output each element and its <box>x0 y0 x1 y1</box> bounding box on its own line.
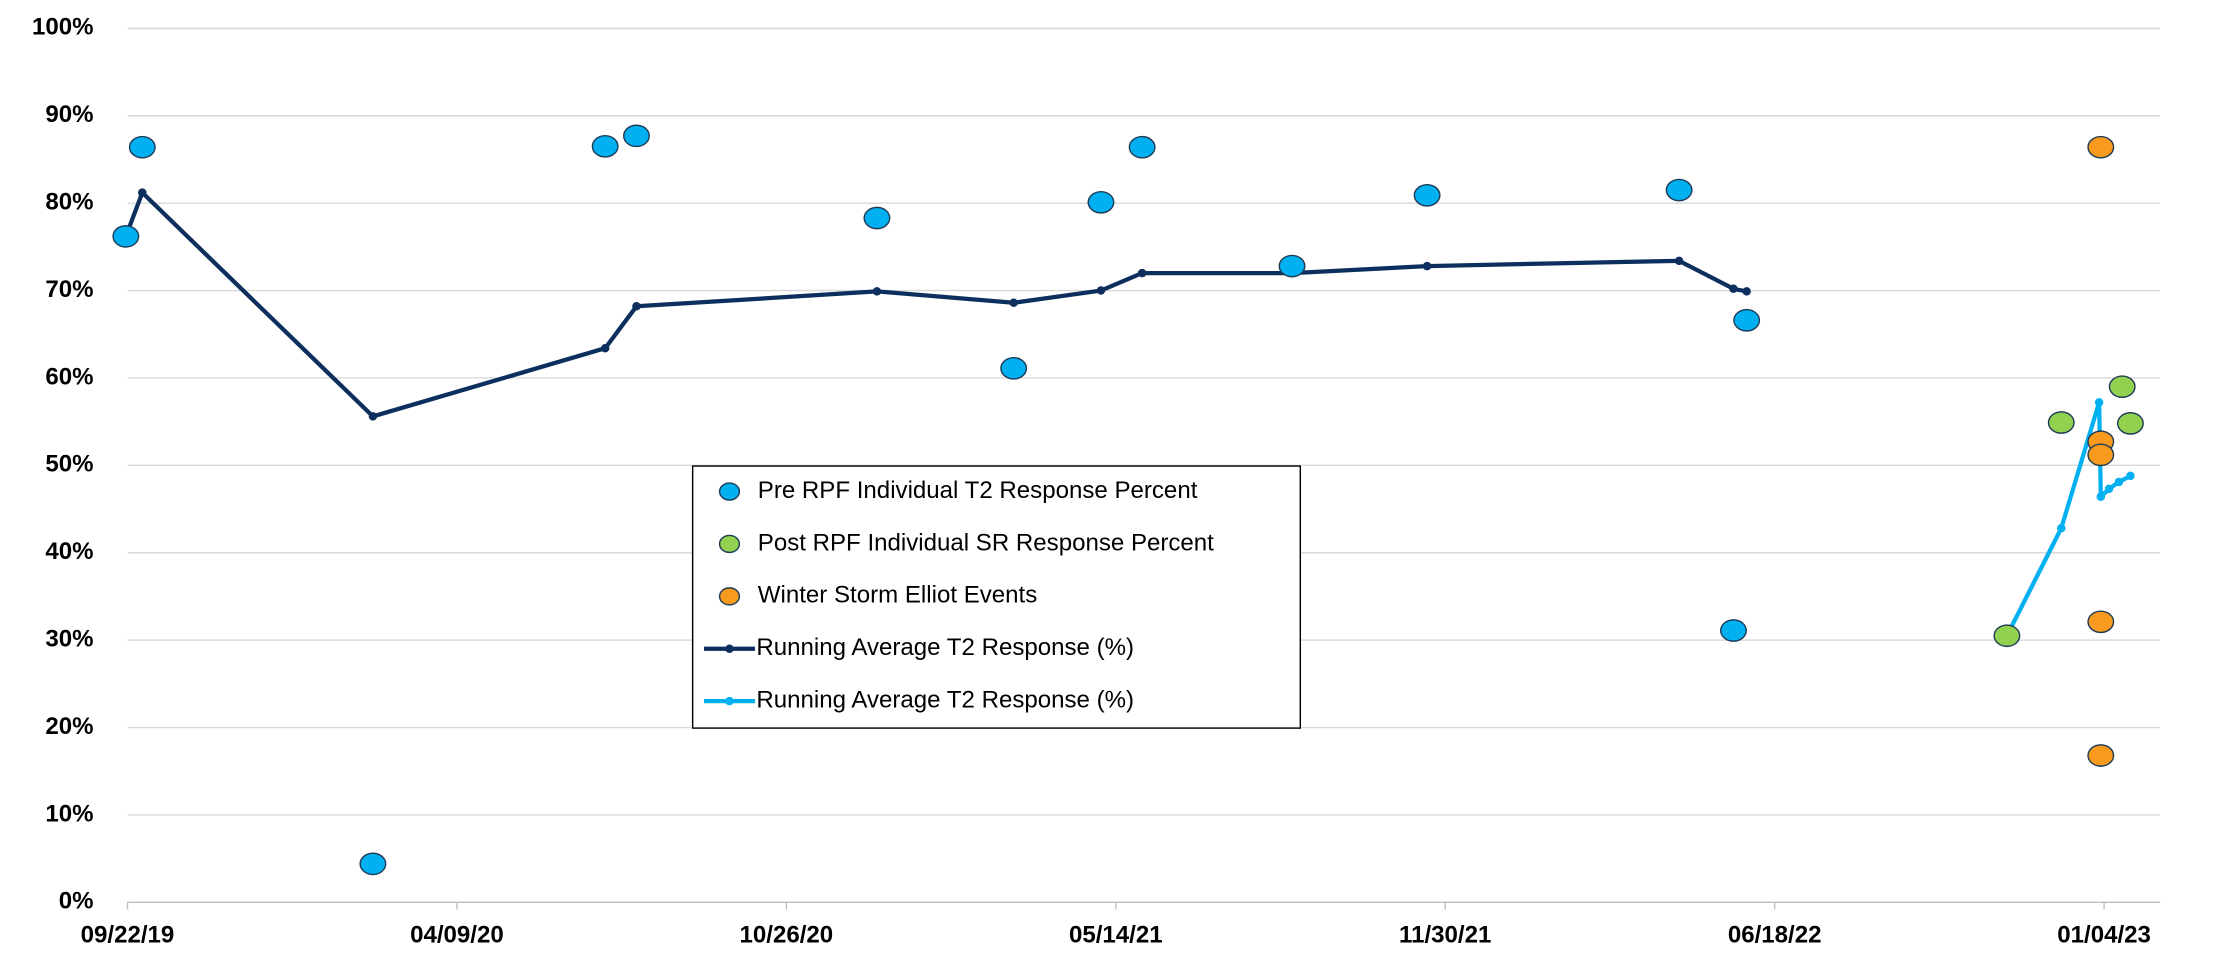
legend-label: Winter Storm Elliot Events <box>758 582 1037 609</box>
line-point <box>138 188 147 197</box>
y-tick-label: 60% <box>45 363 93 390</box>
line-point <box>2096 492 2106 502</box>
scatter-point <box>1733 308 1761 332</box>
scatter-point <box>2087 610 2115 634</box>
scatter-point <box>1128 135 1156 159</box>
y-tick-label: 0% <box>59 888 94 915</box>
legend-symbol <box>725 644 734 654</box>
line-point <box>2094 398 2104 407</box>
y-tick-label: 50% <box>45 451 93 478</box>
x-tick-label: 11/30/21 <box>1399 922 1491 949</box>
line-point <box>632 302 641 311</box>
line-point <box>368 412 378 421</box>
line-point <box>600 343 610 353</box>
x-tick-label: 09/22/19 <box>81 922 175 949</box>
scatter-point <box>1720 619 1747 642</box>
legend-box <box>691 465 1302 729</box>
line-point <box>1422 261 1432 271</box>
x-tick-label: 04/09/20 <box>410 922 504 949</box>
legend-label: Pre RPF Individual T2 Response Percent <box>758 477 1198 504</box>
y-tick-label: 100% <box>32 14 94 41</box>
scatter-point <box>2116 412 2144 435</box>
line-point <box>2057 524 2066 533</box>
scatter-point <box>1665 178 1693 202</box>
legend-label: Running Average T2 Response (%) <box>756 687 1134 714</box>
line-point <box>872 287 882 296</box>
line <box>123 190 1748 419</box>
x-tick-label: 01/04/23 <box>2057 922 2151 949</box>
scatter-point <box>1087 190 1115 214</box>
y-tick-label: 10% <box>45 800 93 827</box>
line-point <box>1137 268 1147 278</box>
y-tick-label: 90% <box>45 101 93 128</box>
scatter-point <box>863 206 891 230</box>
line-point <box>1742 287 1751 296</box>
line-point <box>2104 484 2114 494</box>
line-point <box>1674 256 1684 266</box>
scatter-point <box>1413 183 1441 207</box>
scatter-point <box>591 135 619 158</box>
legend: Pre RPF Individual T2 Response Percent Po… <box>691 465 1302 729</box>
scatter-point <box>1278 254 1306 278</box>
marks <box>112 124 2144 876</box>
legend-label: Running Average T2 Response (%) <box>756 634 1134 661</box>
x-tick-label: 05/14/21 <box>1069 922 1163 949</box>
y-tick-label: 40% <box>45 538 93 565</box>
scatter-point <box>1993 624 2021 648</box>
axes: 0% 10% 20% 30% 40% 50% 60% 70% 80% 90% 100% 09/22/1… <box>32 14 2161 949</box>
line-point <box>2126 471 2135 481</box>
legend-symbol <box>718 534 741 554</box>
scatter-point <box>2108 375 2136 399</box>
line-point <box>1096 286 1106 295</box>
legend-symbol <box>718 482 741 501</box>
legend-label: Post RPF Individual SR Response Percent <box>758 529 1214 556</box>
y-tick-label: 30% <box>45 625 93 652</box>
scatter-point <box>2047 411 2075 434</box>
scatter-point <box>623 124 650 148</box>
line-point <box>1729 284 1738 294</box>
scatter-point <box>2087 744 2115 767</box>
y-tick-label: 70% <box>45 276 93 303</box>
legend-symbol <box>718 587 741 606</box>
scatter-point <box>359 852 387 876</box>
y-tick-label: 80% <box>45 189 93 216</box>
legend-symbol <box>725 696 734 706</box>
x-tick-label: 06/18/22 <box>1728 922 1822 949</box>
scatter-point <box>112 225 140 248</box>
scatter-point <box>1000 356 1028 380</box>
scatter-point <box>2087 135 2115 159</box>
line-point <box>1009 298 1018 308</box>
line-point <box>2114 477 2124 487</box>
scatter-point <box>128 135 156 159</box>
scatter-point <box>2087 443 2115 467</box>
x-tick-label: 10/26/20 <box>740 922 834 949</box>
y-tick-label: 20% <box>45 713 93 740</box>
